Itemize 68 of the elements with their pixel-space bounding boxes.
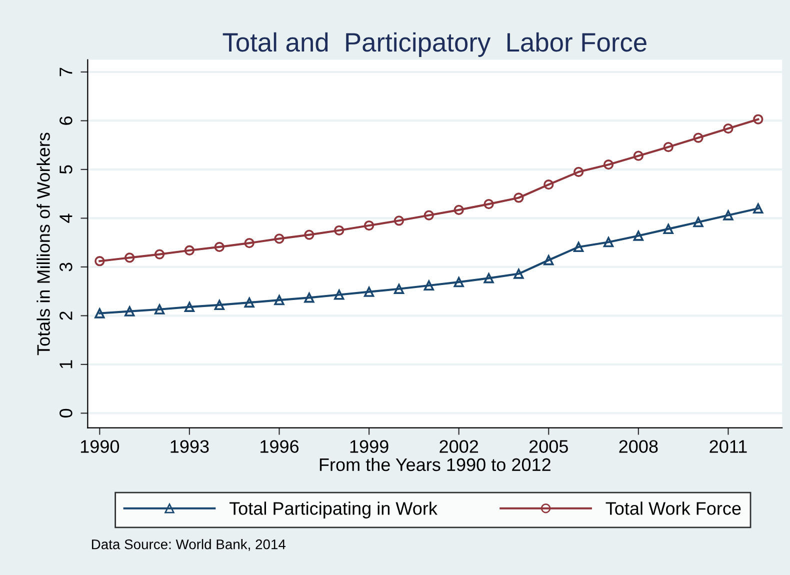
point bbox=[244, 297, 254, 308]
x-tick-label: 1993 bbox=[170, 440, 209, 453]
point bbox=[454, 204, 464, 215]
point bbox=[94, 256, 105, 266]
point bbox=[544, 180, 554, 190]
y-tick-label: 2 bbox=[60, 312, 72, 320]
point bbox=[124, 252, 135, 263]
y-axis-title: Totals in Millions of Workers bbox=[36, 132, 50, 356]
point bbox=[184, 302, 195, 312]
y-tick-label: 6 bbox=[60, 116, 72, 125]
point bbox=[693, 132, 704, 143]
point bbox=[603, 160, 614, 170]
source-note: Data Source: World Bank, 2014 bbox=[92, 539, 286, 551]
point bbox=[573, 242, 584, 252]
y-tick-label: 5 bbox=[60, 165, 72, 174]
point bbox=[154, 249, 165, 260]
point bbox=[424, 280, 434, 291]
point bbox=[334, 290, 344, 300]
point bbox=[633, 230, 644, 241]
point bbox=[723, 123, 734, 134]
point bbox=[274, 295, 284, 306]
point bbox=[304, 230, 314, 240]
x-axis-title: From the Years 1990 to 2012 bbox=[320, 458, 550, 472]
point bbox=[244, 238, 254, 248]
point bbox=[214, 242, 224, 252]
point bbox=[394, 216, 404, 226]
point bbox=[484, 199, 494, 210]
y-tick-label: 4 bbox=[60, 214, 72, 223]
point bbox=[214, 300, 224, 310]
point bbox=[663, 142, 674, 152]
point bbox=[723, 210, 734, 220]
x-tick-label: 1996 bbox=[260, 440, 299, 453]
x-tick-label: 2008 bbox=[619, 440, 658, 453]
x-tick-label: 2011 bbox=[710, 440, 747, 453]
point bbox=[124, 306, 135, 316]
point bbox=[693, 217, 704, 228]
legend-label: Total Work Force bbox=[606, 502, 741, 515]
point bbox=[484, 273, 494, 284]
y-tick-label: 3 bbox=[60, 262, 72, 272]
point bbox=[364, 286, 374, 297]
point bbox=[633, 150, 644, 161]
point bbox=[424, 210, 434, 220]
point bbox=[304, 292, 314, 303]
y-tick-label: 7 bbox=[60, 68, 72, 76]
point bbox=[334, 225, 344, 236]
y-tick-label: 1 bbox=[60, 360, 72, 368]
point bbox=[94, 308, 105, 318]
point bbox=[514, 268, 524, 279]
point bbox=[454, 276, 464, 288]
point bbox=[184, 245, 195, 256]
point bbox=[514, 192, 524, 203]
x-tick-label: 1990 bbox=[80, 440, 120, 453]
point bbox=[364, 220, 374, 231]
point bbox=[394, 284, 404, 294]
point bbox=[753, 114, 764, 124]
y-tick-label: 0 bbox=[60, 408, 72, 418]
x-tick-label: 2005 bbox=[529, 440, 568, 453]
x-tick-label: 2002 bbox=[440, 440, 478, 453]
x-tick-label: 1999 bbox=[350, 440, 388, 453]
chart-title: Total and Participatory Labor Force bbox=[222, 32, 646, 57]
point bbox=[603, 237, 614, 248]
legend-label: Total Participating in Work bbox=[229, 502, 438, 518]
point bbox=[663, 224, 674, 234]
point bbox=[573, 166, 584, 177]
point bbox=[154, 304, 165, 314]
point bbox=[274, 234, 284, 244]
point bbox=[753, 203, 764, 214]
point bbox=[544, 255, 554, 266]
